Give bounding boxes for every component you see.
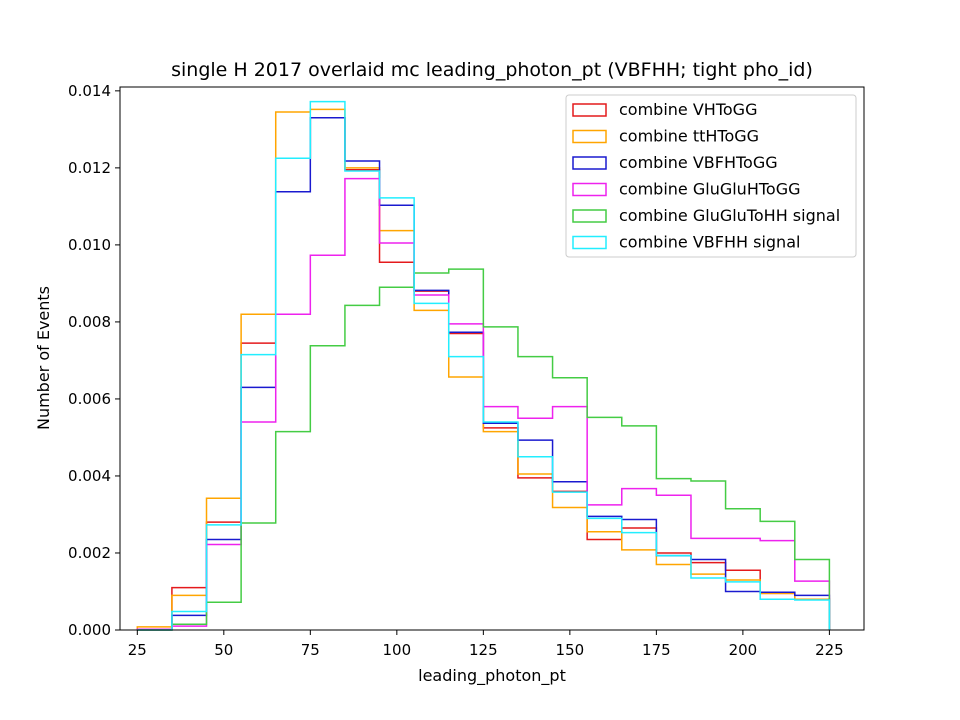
axes-layer: 25 50 75 100 125 150 175 200 225 0.000 0.002 0.004 0… (68, 82, 844, 659)
legend-label: combine VBFHH signal (619, 233, 800, 252)
series-layer (136, 100, 831, 631)
x-axis-label: leading_photon_pt (418, 666, 566, 686)
x-tick-label: 225 (815, 641, 844, 659)
x-tick-label: 200 (729, 641, 758, 659)
y-tick-label: 0.012 (68, 159, 111, 177)
y-tick-label: 0.014 (68, 82, 111, 100)
series-line-6 (137, 100, 831, 631)
x-tick-label: 50 (214, 641, 233, 659)
y-tick-label: 0.006 (68, 390, 111, 408)
x-tick-label: 25 (128, 641, 147, 659)
series-line-5 (137, 268, 831, 631)
x-tick-label: 75 (301, 641, 320, 659)
plot-frame (119, 86, 865, 631)
legend-label: combine VHToGG (619, 100, 757, 119)
legend-swatch (572, 129, 607, 144)
legend-label: combine VBFHToGG (619, 153, 778, 172)
y-tick-label: 0.004 (68, 467, 111, 485)
y-tick-label: 0.002 (68, 544, 111, 562)
x-tick-label: 175 (642, 641, 671, 659)
chart-title: single H 2017 overlaid mc leading_photon… (171, 59, 813, 81)
y-axis-label: Number of Events (34, 286, 53, 430)
legend-label: combine GluGluToHH signal (619, 206, 840, 225)
y-tick-label: 0.000 (68, 621, 111, 639)
x-tick-label: 150 (556, 641, 585, 659)
legend-swatch (572, 209, 607, 223)
x-tick-label: 125 (469, 641, 498, 659)
y-tick-label: 0.008 (68, 313, 111, 331)
legend-label: combine ttHToGG (619, 127, 759, 146)
legend-swatch (572, 103, 607, 117)
legend-swatch (572, 235, 607, 250)
y-tick-label: 0.010 (68, 236, 111, 254)
legend-label: combine GluGluHToGG (619, 180, 800, 199)
legend-swatch (572, 156, 607, 170)
legend-swatch (572, 182, 607, 197)
legend: combine VHToGG combine ttHToGG combine VBF… (565, 94, 857, 258)
legend-box (565, 94, 857, 258)
x-tick-label: 100 (383, 641, 412, 659)
